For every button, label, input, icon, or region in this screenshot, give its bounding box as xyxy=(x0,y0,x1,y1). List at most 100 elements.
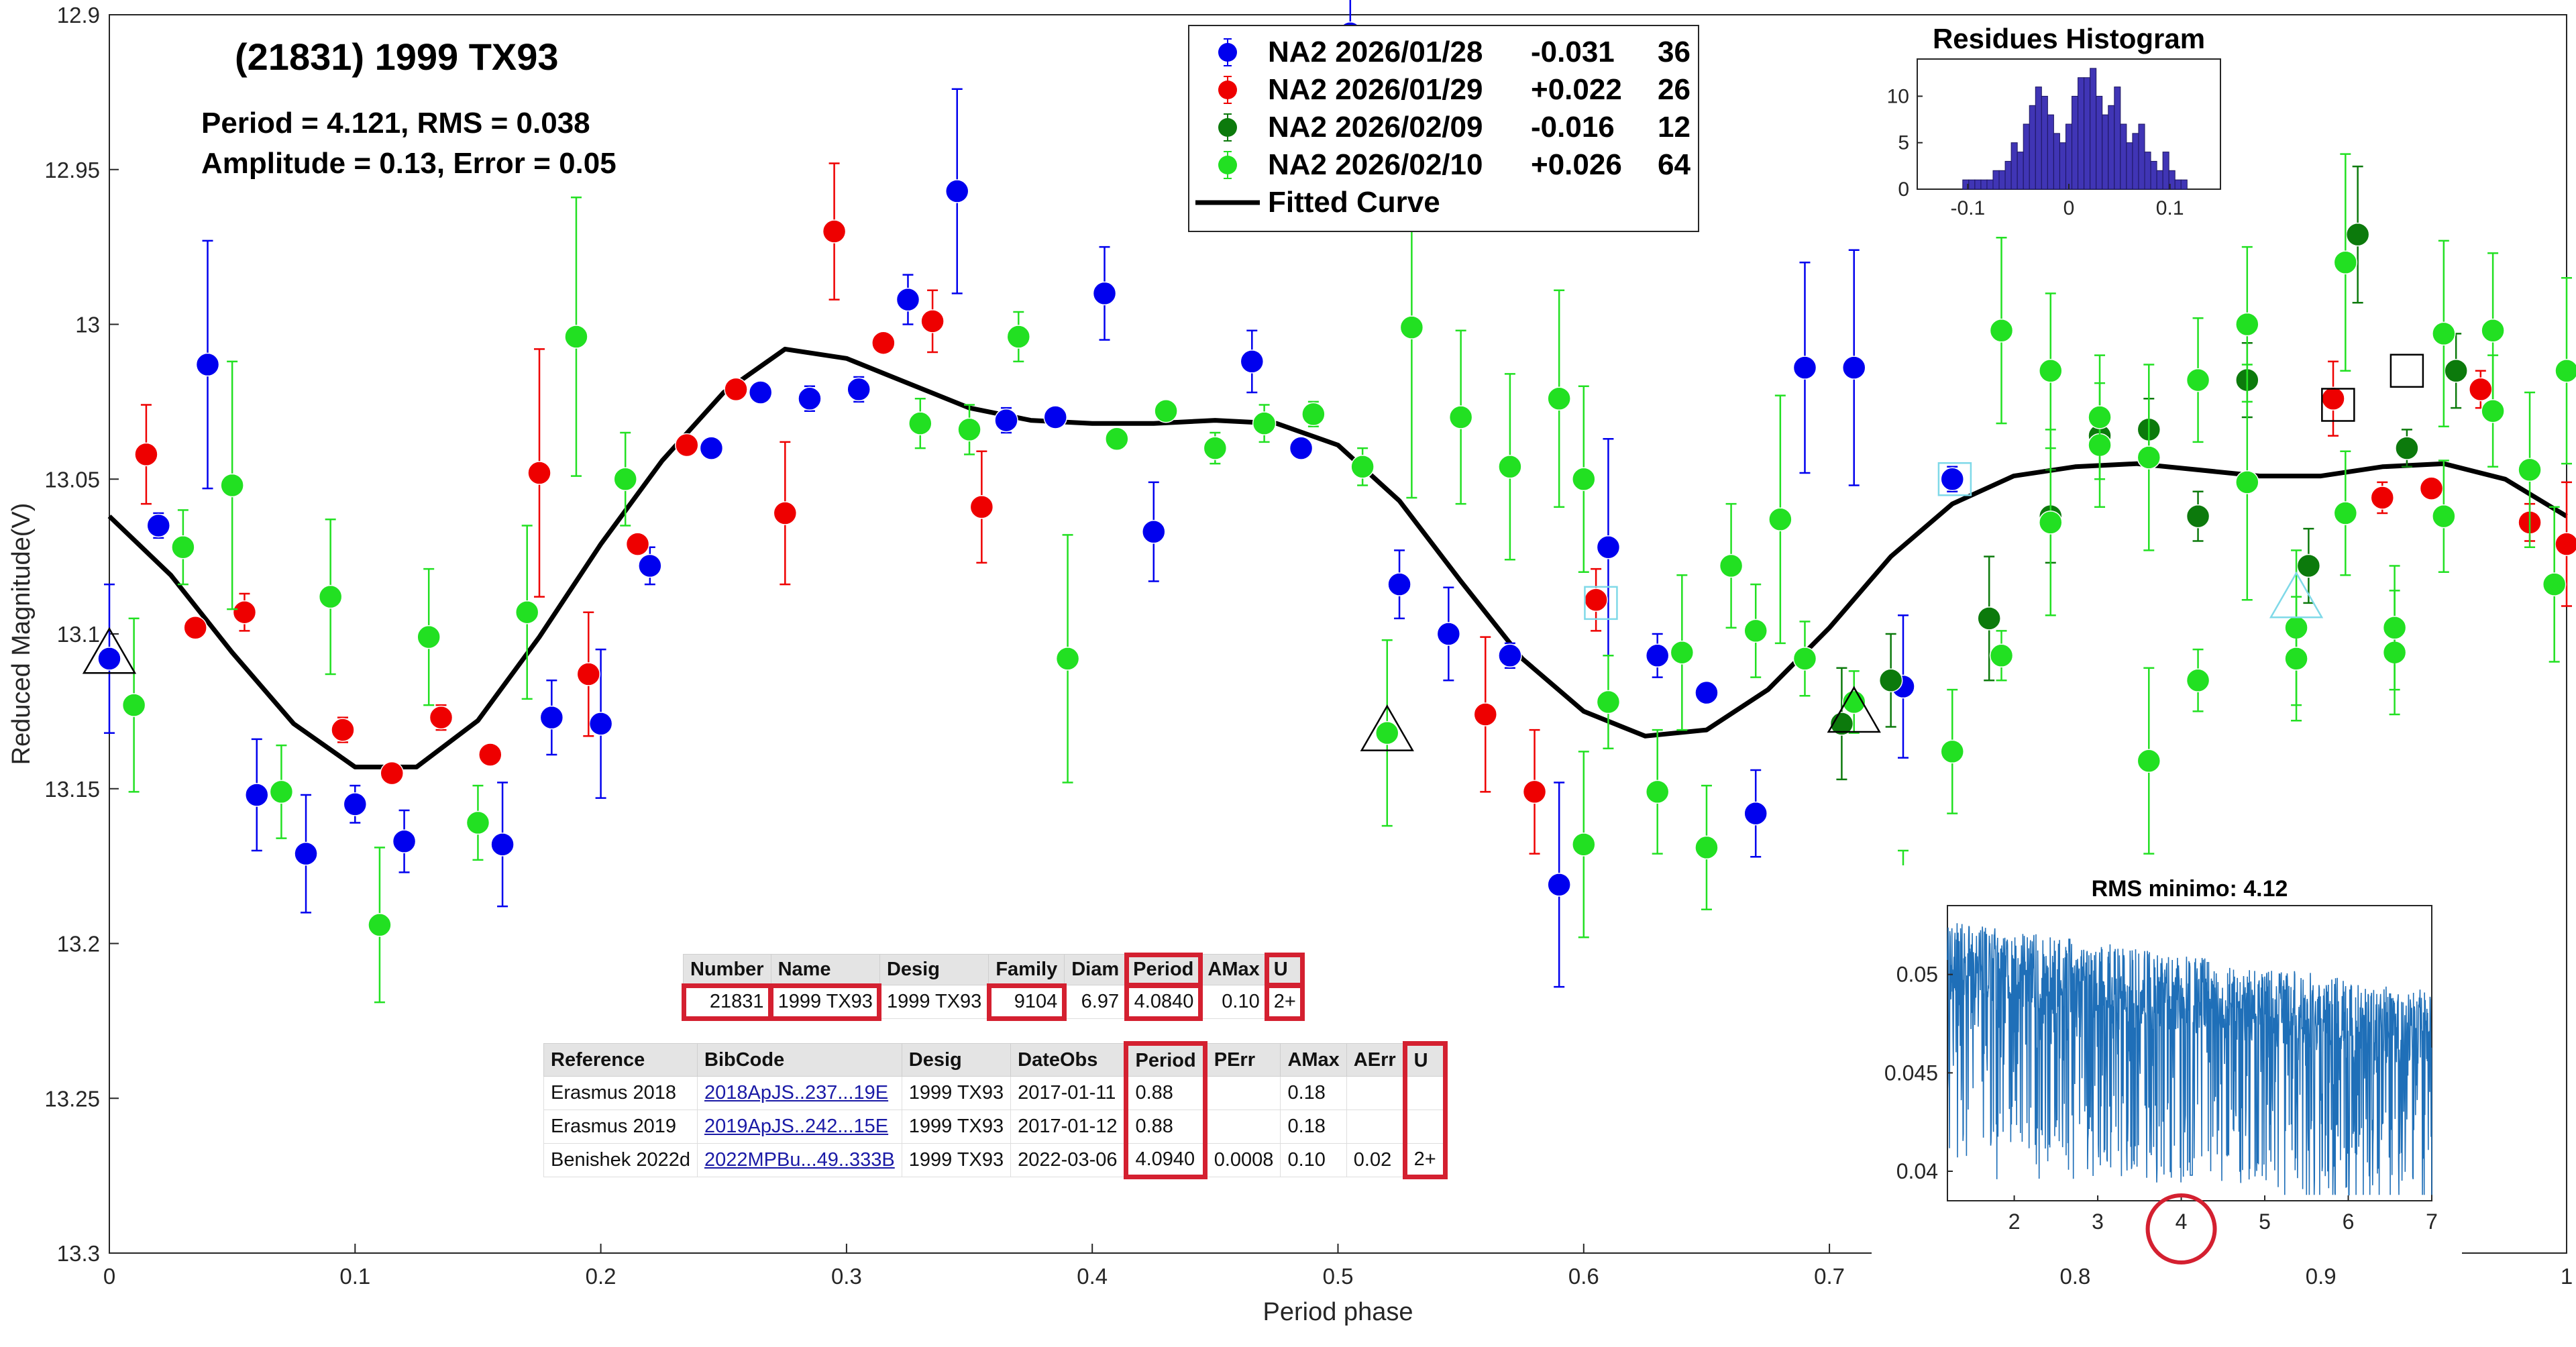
data-point xyxy=(847,376,871,403)
x-tick-label: 0.9 xyxy=(2306,1264,2337,1289)
point-marker xyxy=(908,411,932,435)
rms-x-tick-label: 6 xyxy=(2343,1209,2355,1234)
lcdb-header: U xyxy=(1265,952,1305,987)
legend-label: NA2 2026/01/29 xyxy=(1268,73,1483,106)
data-point xyxy=(195,239,220,490)
data-point xyxy=(232,592,257,632)
point-marker xyxy=(2333,250,2358,274)
data-point xyxy=(1436,586,1461,682)
hist-y-tick-label: 5 xyxy=(1898,132,1909,154)
refs-cell[interactable]: 2018ApJS..237...19E xyxy=(697,1076,902,1110)
point-marker xyxy=(564,325,588,349)
legend-offset: -0.031 xyxy=(1531,36,1615,68)
data-point xyxy=(920,289,945,354)
point-marker xyxy=(625,532,650,556)
data-point xyxy=(2333,153,2358,372)
square-marker xyxy=(2321,388,2355,422)
data-point xyxy=(466,784,490,861)
y-tick-label: 13.2 xyxy=(57,932,100,957)
point-marker xyxy=(220,473,244,498)
rms-title: RMS minimo: 4.12 xyxy=(2092,876,2288,902)
references-table: Reference BibCode Desig DateObs Period PErr AM… xyxy=(543,1041,1448,1179)
point-marker xyxy=(2382,616,2407,640)
data-point xyxy=(896,274,920,325)
rms-y-tick-label: 0.045 xyxy=(1884,1061,1938,1085)
refs-cell: Erasmus 2018 xyxy=(543,1076,698,1110)
data-point xyxy=(2186,648,2210,712)
point-marker xyxy=(2419,476,2444,500)
rms-y-tick-label: 0.05 xyxy=(1896,963,1938,987)
legend-count: 26 xyxy=(1658,73,1690,106)
lcdb-header: Family xyxy=(988,954,1065,985)
data-point xyxy=(1301,400,1326,428)
legend-label: NA2 2026/02/09 xyxy=(1268,111,1483,144)
data-point xyxy=(1092,246,1117,341)
point-marker xyxy=(1448,405,1473,429)
point-marker xyxy=(576,662,601,686)
hist-y-tick-label: 10 xyxy=(1887,85,1909,107)
hist-x-tick-label: 0.1 xyxy=(2156,197,2184,219)
point-marker xyxy=(2284,647,2308,671)
y-tick-label: 13.05 xyxy=(44,467,100,492)
data-point xyxy=(2432,460,2456,573)
data-point xyxy=(134,404,158,505)
point-marker xyxy=(1240,349,1265,374)
lcdb-cell: 9104 xyxy=(986,983,1067,1021)
x-tick-label: 0.5 xyxy=(1323,1264,1354,1289)
point-marker xyxy=(1547,386,1571,411)
histogram-bar xyxy=(2120,123,2127,190)
data-point xyxy=(294,794,318,914)
histogram-bar xyxy=(2090,68,2097,190)
point-marker xyxy=(1055,647,1080,671)
histogram-bar xyxy=(2102,114,2109,190)
point-marker xyxy=(97,647,121,671)
refs-cell: 0.88 xyxy=(1124,1076,1208,1110)
point-marker xyxy=(957,417,981,442)
data-point xyxy=(564,197,588,477)
data-point xyxy=(2235,246,2259,403)
point-marker xyxy=(318,584,343,609)
y-tick-label: 13.25 xyxy=(44,1086,100,1111)
refs-header: PErr xyxy=(1204,1043,1281,1077)
bibcode-link[interactable]: 2022MPBu...49..333B xyxy=(704,1149,895,1171)
data-point xyxy=(969,450,994,564)
hist-x-tick-label: 0 xyxy=(2063,197,2075,219)
refs-cell[interactable]: 2019ApJS..242...15E xyxy=(697,1110,902,1144)
refs-cell[interactable]: 2022MPBu...49..333B xyxy=(697,1143,902,1177)
lcdb-cell: 1999 TX93 xyxy=(769,983,882,1021)
data-point xyxy=(2296,527,2321,604)
refs-cell xyxy=(1204,1110,1281,1144)
data-point xyxy=(2039,429,2063,616)
refs-header: Desig xyxy=(901,1043,1012,1077)
triangle-marker xyxy=(1827,686,1881,733)
data-point xyxy=(1645,729,1670,855)
data-point xyxy=(2235,364,2259,601)
rms-x-tick-label: 2 xyxy=(2008,1209,2021,1234)
histogram-bar xyxy=(2144,152,2151,190)
data-point xyxy=(1743,769,1768,858)
refs-cell: 4.0940 xyxy=(1124,1143,1208,1179)
x-axis-label: Period phase xyxy=(1263,1298,1413,1326)
data-point xyxy=(1252,404,1277,443)
bibcode-link[interactable]: 2018ApJS..237...19E xyxy=(704,1082,889,1103)
data-point xyxy=(2382,565,2407,691)
rms-trace xyxy=(1947,923,2432,1195)
bibcode-link[interactable]: 2019ApJS..242...15E xyxy=(704,1116,889,1137)
legend-offset: +0.022 xyxy=(1531,73,1622,106)
point-marker xyxy=(2542,572,2567,596)
data-point xyxy=(871,331,896,355)
data-point xyxy=(1448,329,1473,505)
point-marker xyxy=(1436,622,1461,646)
point-marker xyxy=(1154,398,1178,423)
refs-cell xyxy=(1346,1110,1405,1144)
refs-cell: 0.10 xyxy=(1280,1143,1347,1177)
y-tick-label: 13.3 xyxy=(57,1241,100,1266)
square-marker xyxy=(1937,462,1972,496)
point-marker xyxy=(896,287,920,312)
data-point xyxy=(2469,370,2493,409)
data-point xyxy=(1792,261,1817,474)
point-marker xyxy=(638,553,662,578)
point-marker xyxy=(2469,377,2493,402)
data-point xyxy=(1203,431,1228,465)
data-point xyxy=(1498,642,1522,669)
